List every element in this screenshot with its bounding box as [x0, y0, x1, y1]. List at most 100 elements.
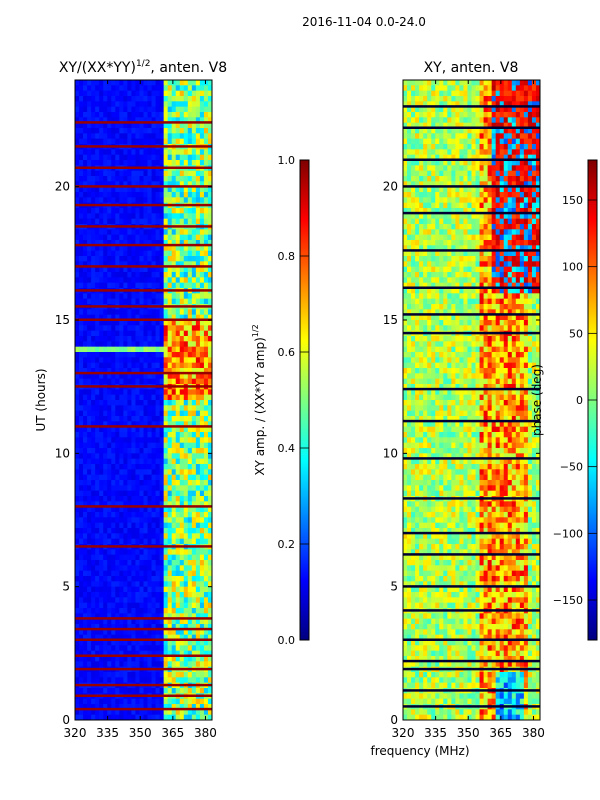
heatmap-cell — [183, 485, 189, 492]
heatmap-cell — [179, 688, 185, 694]
heatmap-cell — [435, 85, 440, 92]
heatmap-cell — [139, 117, 144, 124]
heatmap-cell — [75, 240, 80, 246]
y-tick-label: 5 — [62, 580, 70, 594]
heatmap-cell — [171, 410, 177, 417]
heatmap-cell — [127, 346, 132, 353]
heatmap-cell — [111, 714, 116, 720]
heatmap-cell — [147, 437, 152, 444]
heatmap-cell — [127, 160, 132, 166]
heatmap-cell — [91, 282, 96, 289]
heatmap-cell — [191, 522, 197, 529]
heatmap-cell — [199, 394, 205, 401]
heatmap-cell — [503, 90, 509, 97]
heatmap-cell — [127, 176, 132, 182]
heatmap-cell — [187, 602, 193, 609]
heatmap-cell — [159, 325, 165, 332]
heatmap-cell — [159, 688, 165, 694]
heatmap-cell — [179, 485, 185, 492]
amplitude-colorbar-label: XY amp. / (XX*YY amp)1/2 — [251, 324, 267, 475]
heatmap-cell — [135, 138, 140, 145]
heatmap-cell — [203, 405, 209, 412]
heatmap-cell — [191, 400, 197, 406]
heatmap-cell — [159, 672, 165, 678]
heatmap-cell — [495, 90, 501, 97]
heatmap-cell — [203, 458, 209, 465]
heatmap-cell — [171, 234, 177, 241]
heatmap-cell — [163, 154, 169, 161]
heatmap-cell — [139, 469, 144, 476]
heatmap-cell — [403, 138, 408, 145]
heatmap-cell — [183, 448, 189, 454]
heatmap-cell — [175, 117, 181, 124]
heatmap-cell — [95, 656, 100, 662]
heatmap-cell — [115, 346, 120, 353]
heatmap-cell — [151, 229, 156, 236]
heatmap-cell — [171, 576, 177, 582]
heatmap-cell — [99, 138, 104, 145]
heatmap-cell — [147, 394, 152, 401]
heatmap-cell — [143, 645, 148, 652]
heatmap-cell — [475, 106, 480, 113]
heatmap-cell — [139, 112, 144, 118]
heatmap-cell — [123, 266, 128, 273]
heatmap-cell — [143, 453, 148, 460]
heatmap-cell — [203, 474, 209, 481]
heatmap-cell — [203, 192, 209, 198]
heatmap-cell — [195, 421, 201, 428]
heatmap-cell — [499, 186, 505, 193]
heatmap-cell — [171, 272, 177, 278]
heatmap-cell — [203, 341, 209, 348]
heatmap-cell — [419, 85, 424, 92]
heatmap-cell — [195, 496, 201, 502]
heatmap-cell — [179, 656, 185, 662]
heatmap-cell — [75, 629, 80, 636]
heatmap-cell — [111, 586, 116, 593]
colorbar-tick-label: 0.6 — [278, 346, 296, 359]
heatmap-cell — [527, 202, 533, 209]
heatmap-cell — [87, 442, 92, 449]
heatmap-cell — [115, 282, 120, 289]
heatmap-cell — [151, 192, 156, 198]
heatmap-cell — [135, 554, 140, 561]
heatmap-cell — [451, 202, 456, 209]
heatmap-cell — [127, 314, 132, 321]
heatmap-cell — [159, 378, 165, 385]
heatmap-cell — [75, 586, 80, 593]
heatmap-cell — [187, 149, 193, 156]
heatmap-cell — [127, 213, 132, 220]
heatmap-cell — [87, 474, 92, 481]
heatmap-cell — [95, 400, 100, 406]
heatmap-cell — [115, 373, 120, 380]
heatmap-cell — [127, 634, 132, 641]
heatmap-cell — [519, 181, 525, 188]
heatmap-cell — [167, 256, 173, 262]
heatmap-cell — [407, 90, 412, 97]
heatmap-cell — [99, 565, 104, 572]
heatmap-cell — [99, 330, 104, 337]
heatmap-cell — [139, 560, 144, 566]
heatmap-cell — [111, 272, 116, 278]
heatmap-cell — [187, 592, 193, 598]
heatmap-cell — [143, 485, 148, 492]
heatmap-cell — [115, 464, 120, 470]
heatmap-cell — [95, 618, 100, 625]
heatmap-cell — [203, 101, 209, 108]
heatmap-cell — [207, 650, 212, 657]
heatmap-cell — [139, 485, 144, 492]
heatmap-cell — [111, 186, 116, 193]
heatmap-cell — [155, 197, 161, 204]
heatmap-cell — [131, 538, 136, 545]
heatmap-cell — [151, 197, 156, 204]
heatmap-cell — [107, 522, 112, 529]
heatmap-cell — [123, 149, 128, 156]
heatmap-cell — [135, 613, 140, 620]
heatmap-cell — [87, 330, 92, 337]
heatmap-cell — [107, 426, 112, 433]
heatmap-cell — [155, 229, 161, 236]
heatmap-cell — [95, 640, 100, 646]
heatmap-cell — [135, 517, 140, 524]
heatmap-cell — [435, 208, 440, 214]
heatmap-cell — [111, 208, 116, 214]
